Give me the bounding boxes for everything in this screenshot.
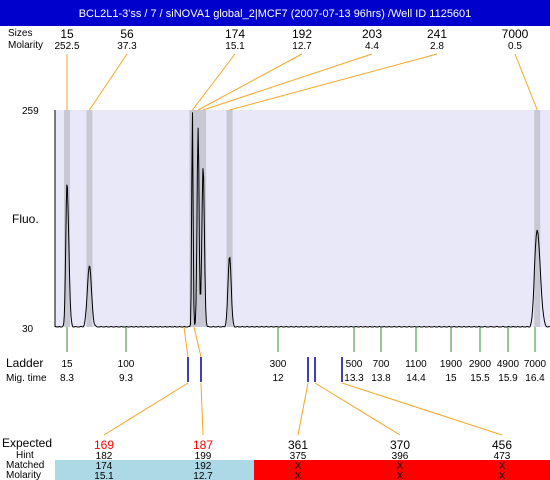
mig-time-label: Mig. time [6,373,47,384]
ladder-size-label: 700 [373,359,390,370]
expected-connector-line [297,382,309,436]
hint-value: 375 [290,451,307,462]
peak-size-label: 15 [60,27,74,41]
peak-band [64,110,70,327]
ladder-time-label: 8.3 [60,373,74,384]
ladder-size-label: 1100 [405,359,427,370]
expected-value: 361 [288,438,308,452]
matched-value: 174 [96,461,113,472]
fluorescence-trace [54,112,550,328]
ladder-time-label: 13.8 [371,373,391,384]
matched-row-bg [55,460,254,480]
peak-connector-line [202,53,373,111]
peak-band [226,110,233,327]
sizes-label: Sizes [8,28,32,39]
marker-link-line [183,326,189,358]
peak-molarity-label: 15.1 [225,41,245,52]
ladder-time-label: 9.3 [119,373,133,384]
ladder-size-label: 100 [118,359,135,370]
matched-label: Matched [6,460,44,471]
peak-size-label: 174 [225,27,245,41]
ladder-size-label: 4900 [497,359,520,370]
ladder-size-label: 1900 [440,359,463,370]
peak-molarity-label: 12.7 [292,41,312,52]
matched-value: X [397,461,404,472]
expected-molarity-label: Molarity [6,470,41,480]
y-axis-title: Fluo. [12,212,39,226]
expected-connector-line [200,382,204,436]
peak-connector-line [192,53,236,111]
peak-connector-line [514,53,538,111]
peak-band [195,110,202,327]
ladder-size-label: 500 [346,359,363,370]
expected-value: 187 [193,438,213,452]
expected-connector-line [314,382,401,436]
ladder-time-label: 12 [272,373,284,384]
expected-value: 370 [390,438,410,452]
peak-size-label: 7000 [502,27,529,41]
ladder-size-label: 2900 [469,359,492,370]
plot-area [55,110,550,327]
chart-title: BCL2L1-3'ss / 7 / siNOVA1 global_2|MCF7 … [79,8,472,20]
peak-size-label: 203 [362,27,382,41]
hint-label: Hint [16,450,34,461]
marker-link-line [193,326,202,358]
matched-molarity-value: 12.7 [193,471,213,480]
matched-molarity-value: X [397,471,404,480]
peak-size-label: 56 [120,27,134,41]
expected-connector-line [103,382,189,436]
matched-molarity-value: 15.1 [94,471,114,480]
ladder-size-label: 15 [61,359,73,370]
hint-value: 473 [494,451,511,462]
peak-band [200,110,207,327]
peak-connector-line [197,53,303,111]
unmatched-row-bg [254,460,550,480]
expected-connector-line [341,382,503,436]
ladder-label: Ladder [6,356,43,370]
expected-value: 456 [492,438,512,452]
hint-value: 199 [195,451,212,462]
peak-molarity-label: 37.3 [117,41,137,52]
peak-band [189,110,196,327]
ladder-time-label: 15 [445,373,457,384]
matched-value: X [499,461,506,472]
ladder-size-label: 300 [270,359,287,370]
ladder-time-label: 13.3 [344,373,364,384]
peak-molarity-label: 0.5 [508,41,522,52]
expected-label: Expected [2,436,52,450]
matched-value: X [295,461,302,472]
ladder-size-label: 7000 [524,359,547,370]
expected-value: 169 [94,438,114,452]
peak-molarity-label: 252.5 [54,41,79,52]
header-bar [0,0,550,26]
peak-size-label: 192 [292,27,312,41]
peak-connector-line [89,53,128,111]
ladder-time-label: 15.5 [470,373,490,384]
y-axis-min-label: 30 [22,324,34,335]
peak-band [86,110,93,327]
matched-molarity-value: X [499,471,506,480]
peak-band [534,110,541,327]
peak-connector-line [229,53,438,111]
hint-value: 182 [96,451,113,462]
molarity-label: Molarity [8,40,43,51]
peak-size-label: 241 [427,27,447,41]
matched-value: 192 [195,461,212,472]
ladder-time-label: 15.9 [498,373,518,384]
matched-molarity-value: X [295,471,302,480]
y-axis-max-label: 259 [22,106,39,117]
peak-molarity-label: 4.4 [365,41,379,52]
ladder-time-label: 16.4 [525,373,545,384]
ladder-time-label: 14.4 [406,373,426,384]
hint-value: 396 [392,451,409,462]
peak-molarity-label: 2.8 [430,41,444,52]
